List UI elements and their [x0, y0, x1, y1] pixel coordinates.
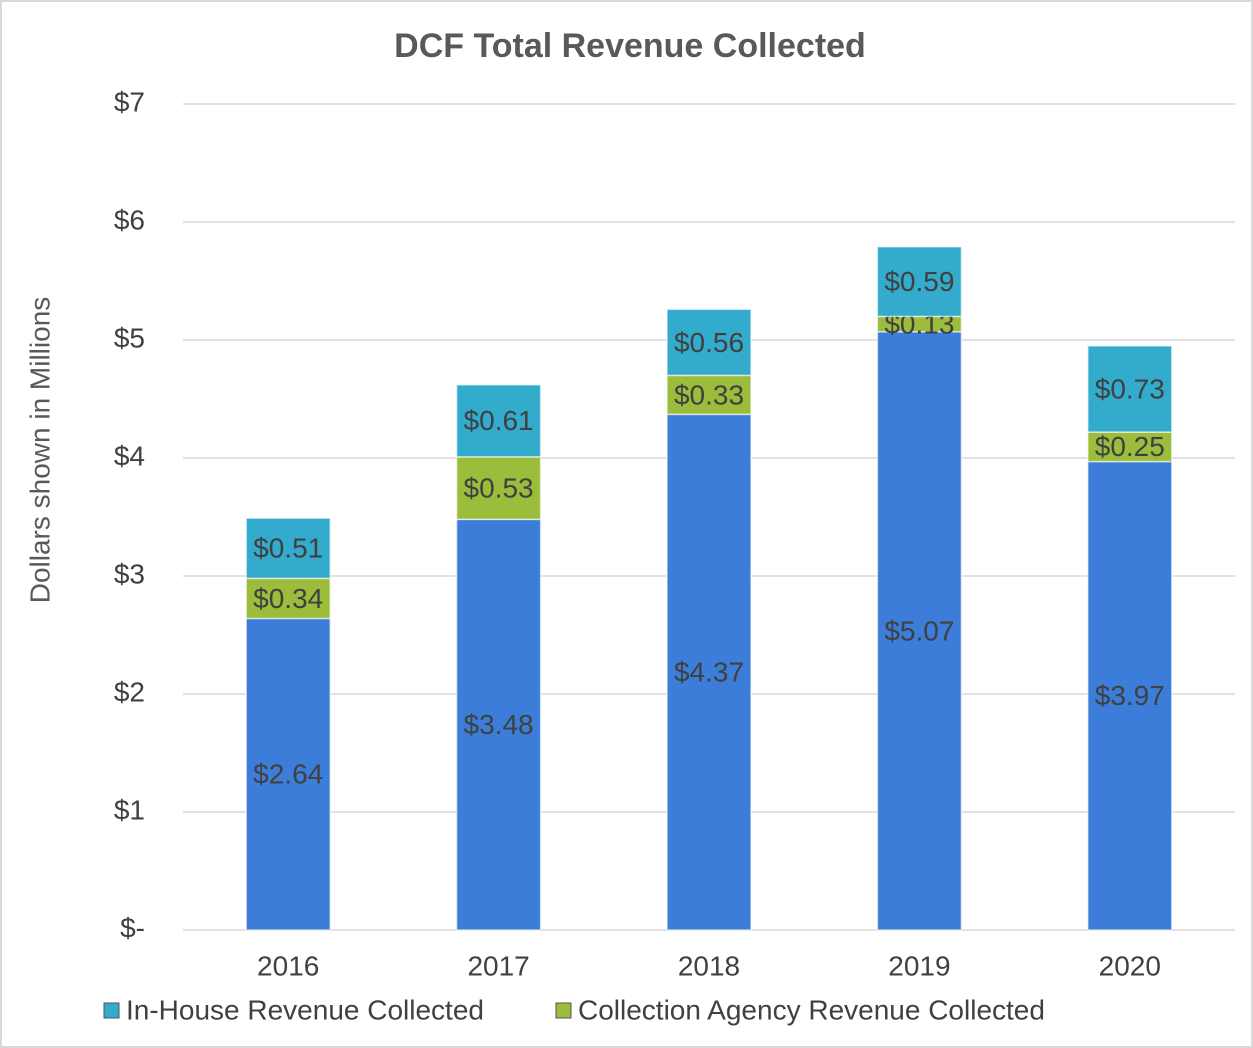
x-tick-label: 2017 — [467, 950, 529, 981]
data-label: $0.51 — [253, 533, 323, 564]
y-tick-label: $5 — [114, 322, 145, 353]
data-label: $4.37 — [674, 657, 744, 688]
data-label: $0.34 — [253, 583, 323, 614]
bar-segment — [455, 384, 542, 458]
bar-segment — [455, 456, 542, 521]
data-label: $2.64 — [253, 759, 323, 790]
bar-segment — [245, 517, 331, 580]
data-label: $0.25 — [1095, 431, 1165, 462]
bar-segment — [666, 374, 752, 416]
y-tick-label: $2 — [114, 676, 145, 707]
y-tick-label: $1 — [114, 794, 145, 825]
bar-segment — [666, 308, 752, 377]
bar-segment — [245, 617, 331, 931]
data-label: $5.07 — [884, 615, 954, 646]
legend-swatch — [555, 1002, 572, 1019]
data-label: $3.48 — [464, 709, 534, 740]
x-tick-label: 2020 — [1099, 950, 1161, 981]
bar-segment — [245, 577, 331, 620]
data-label: $0.59 — [884, 266, 954, 297]
bar-segment — [1087, 460, 1173, 931]
x-tick-label: 2016 — [257, 950, 319, 981]
y-tick-label: $3 — [114, 558, 145, 589]
x-tick-label: 2019 — [888, 950, 950, 981]
y-tick-label: $6 — [114, 204, 145, 235]
data-label: $0.56 — [674, 327, 744, 358]
bar-segment — [1087, 345, 1173, 433]
data-label: $0.33 — [674, 379, 744, 410]
bar-segment — [876, 330, 963, 931]
x-tick-label: 2018 — [678, 950, 740, 981]
legend-label: Collection Agency Revenue Collected — [578, 994, 1045, 1025]
chart-title: DCF Total Revenue Collected — [394, 27, 866, 65]
data-label: $0.61 — [464, 405, 534, 436]
y-tick-label: $4 — [114, 440, 145, 471]
data-label: $3.97 — [1095, 680, 1165, 711]
legend-label: In-House Revenue Collected — [126, 994, 484, 1025]
legend-swatch — [103, 1002, 120, 1019]
bar-segment — [1087, 431, 1173, 463]
bar-segment — [876, 246, 963, 318]
y-tick-label: $7 — [114, 86, 145, 117]
data-label: $0.73 — [1095, 373, 1165, 404]
y-axis-label: Dollars shown in Millions — [24, 297, 55, 604]
bar-segment — [455, 518, 542, 931]
data-label: $0.53 — [464, 472, 534, 503]
y-tick-label: $- — [120, 912, 145, 943]
